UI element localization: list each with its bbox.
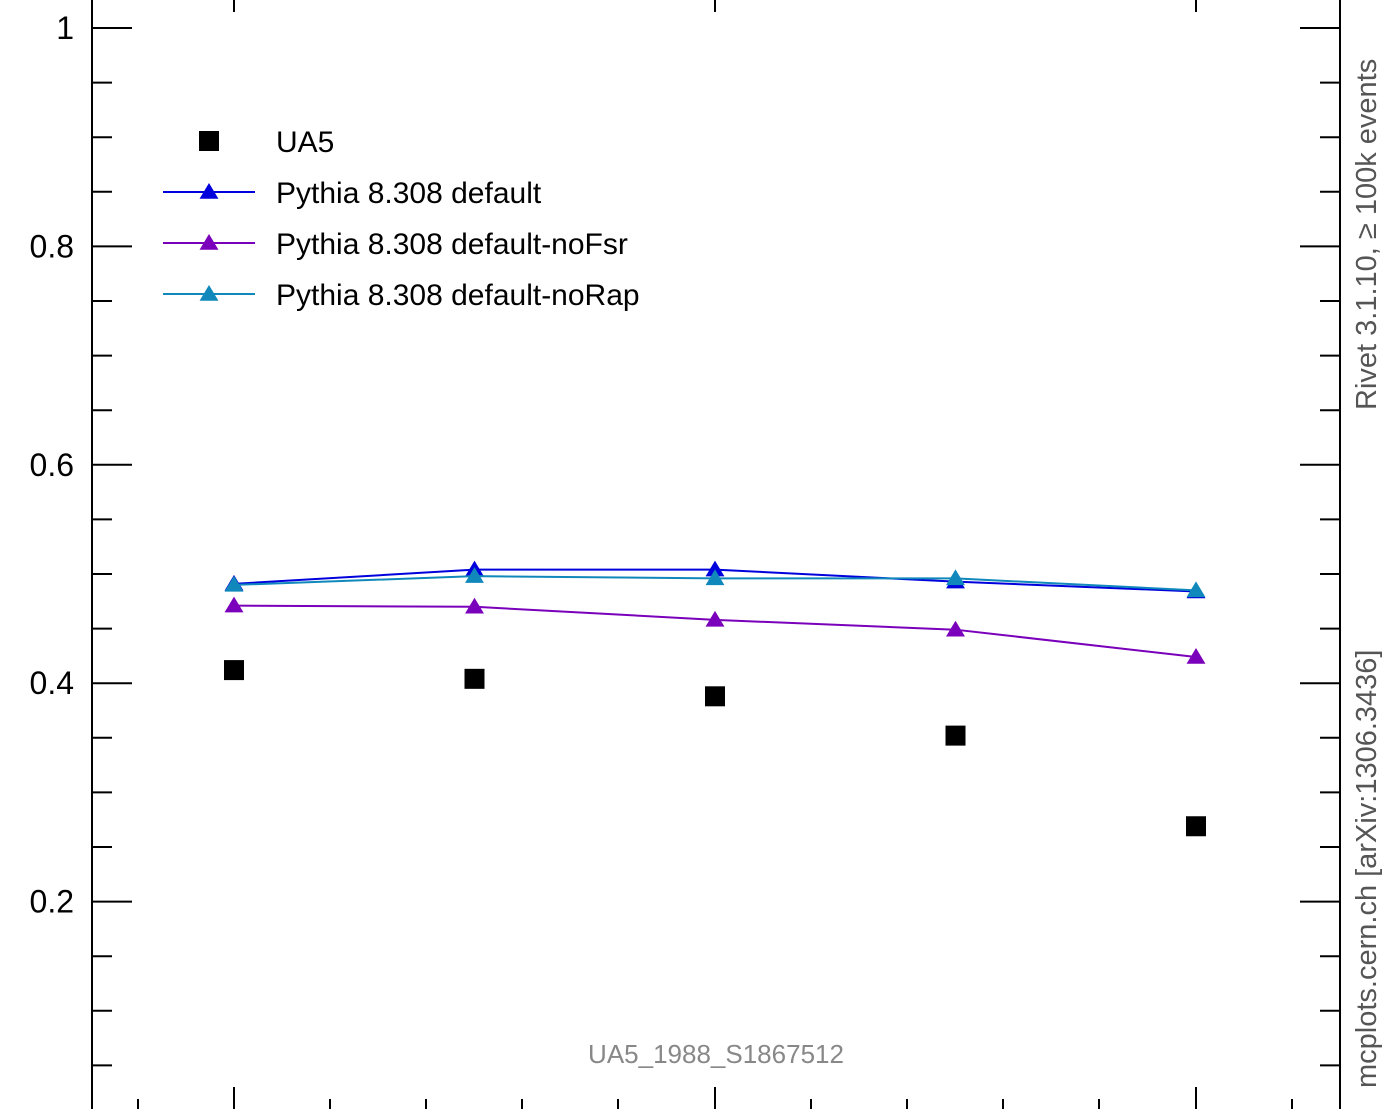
legend-label: Pythia 8.308 default-noRap bbox=[276, 279, 640, 312]
data-point bbox=[465, 597, 484, 614]
side-label-top: Rivet 3.1.10, ≥ 100k events bbox=[1351, 59, 1382, 410]
y-tick-label: 0.8 bbox=[30, 228, 74, 264]
analysis-label: UA5_1988_S1867512 bbox=[588, 1039, 844, 1069]
y-tick-label: 0.2 bbox=[30, 884, 74, 920]
series-1 bbox=[224, 660, 1206, 837]
data-point bbox=[1186, 581, 1206, 598]
data-point bbox=[224, 575, 244, 592]
data-point bbox=[465, 567, 484, 583]
data-point bbox=[705, 610, 725, 627]
legend-marker bbox=[199, 183, 219, 199]
data-point bbox=[945, 725, 966, 746]
legend-item: Pythia 8.308 default-noFsr bbox=[163, 228, 628, 261]
data-point bbox=[464, 668, 485, 689]
legend-marker bbox=[199, 234, 219, 250]
data-point bbox=[946, 569, 965, 586]
legend-label: Pythia 8.308 default bbox=[276, 177, 542, 210]
data-point bbox=[705, 560, 725, 577]
series-3 bbox=[224, 596, 1206, 664]
legend: UA5 Pythia 8.308 default Pythia 8.308 defa… bbox=[163, 126, 640, 312]
legend-marker bbox=[199, 131, 219, 151]
plot-frame bbox=[91, 0, 1341, 1109]
data-point bbox=[705, 569, 725, 586]
legend-marker bbox=[199, 285, 219, 301]
legend-item: Pythia 8.308 default-noRap bbox=[163, 279, 640, 312]
series-4 bbox=[224, 567, 1206, 598]
legend-label: UA5 bbox=[276, 126, 334, 159]
legend-label: Pythia 8.308 default-noFsr bbox=[276, 228, 628, 261]
x-axis bbox=[137, 0, 1293, 1109]
y-tick-label: 1 bbox=[56, 10, 74, 46]
data-point bbox=[1186, 647, 1206, 664]
data-point bbox=[705, 686, 725, 707]
legend-item: UA5 bbox=[199, 126, 334, 159]
side-label-bottom: mcplots.cern.ch [arXiv:1306.3436] bbox=[1351, 650, 1382, 1088]
y-tick-label: 0.6 bbox=[30, 447, 74, 483]
legend-item: Pythia 8.308 default bbox=[163, 177, 542, 210]
y-axis: 0.2 0.4 0.6 0.8 1 bbox=[30, 10, 1340, 1067]
data-point bbox=[224, 596, 244, 613]
data-point bbox=[224, 660, 244, 681]
y-tick-label: 0.4 bbox=[30, 665, 74, 701]
data-point bbox=[1186, 816, 1206, 837]
data-point bbox=[946, 620, 965, 637]
data-series bbox=[224, 560, 1206, 837]
